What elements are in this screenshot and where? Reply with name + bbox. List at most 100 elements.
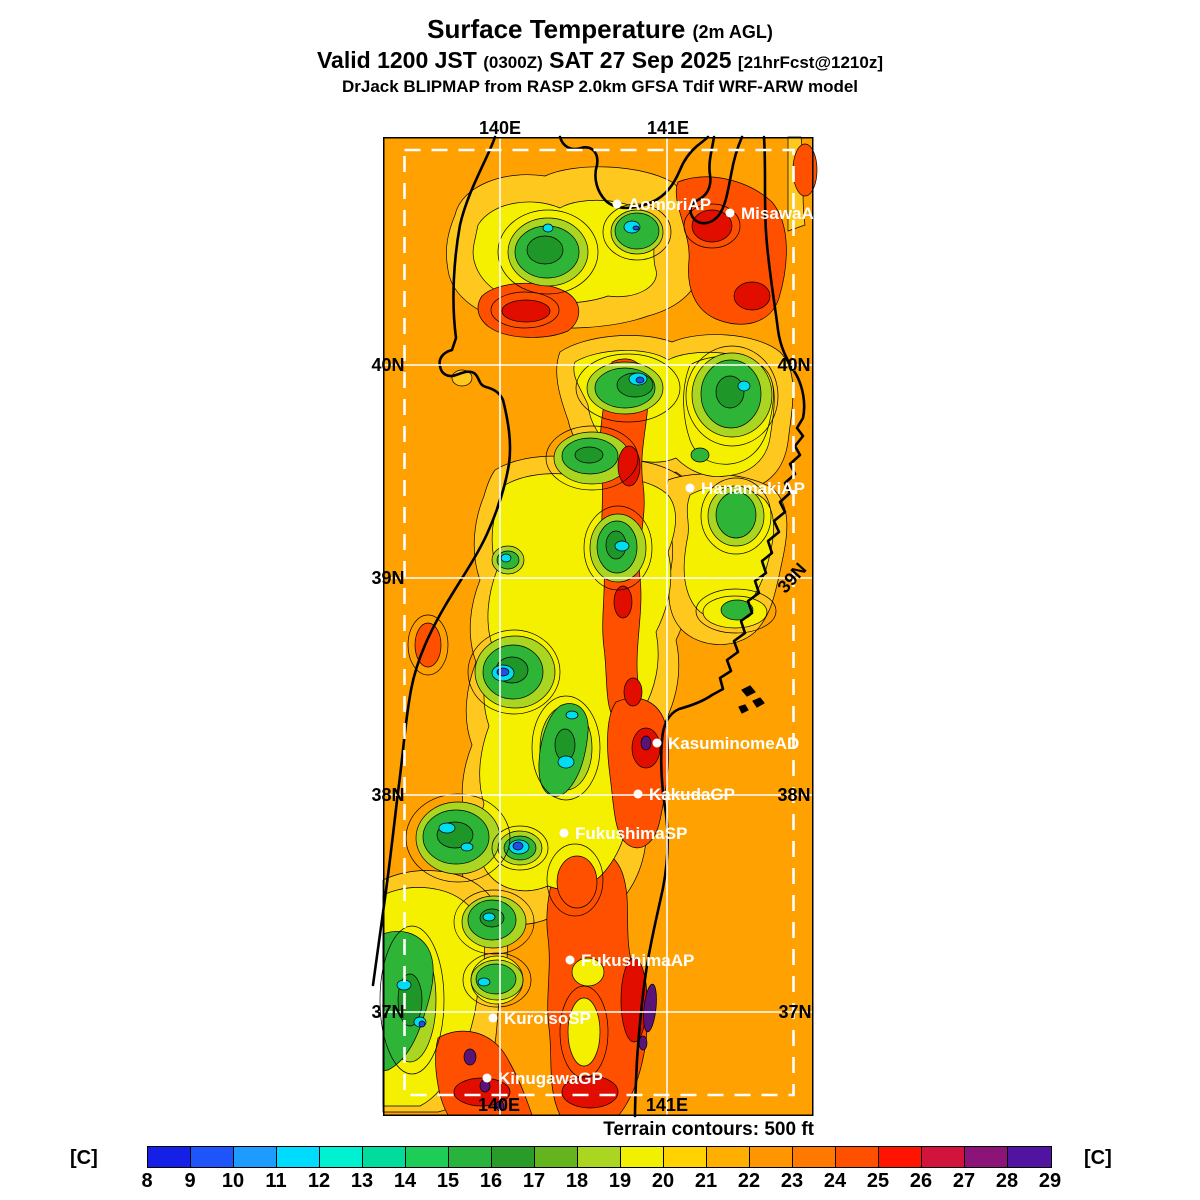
lon-label-top-140e: 140E: [479, 118, 521, 138]
station-label: KasuminomeAD: [668, 734, 799, 753]
colorbar-box: [234, 1147, 277, 1167]
lat-label-right-38n: 38N: [777, 785, 810, 805]
colorbar-tick-label: 25: [866, 1170, 890, 1192]
header: Surface Temperature (2m AGL) Valid 1200 …: [0, 14, 1200, 97]
title-annotation: (2m AGL): [692, 22, 773, 42]
station-aomoriap: AomoriAP: [612, 195, 711, 214]
colorbar-box: [750, 1147, 793, 1167]
colorbar-tick-label: 16: [479, 1170, 503, 1192]
station-fukushimaap: FukushimaAP: [565, 951, 694, 970]
colorbar-box: [1008, 1147, 1051, 1167]
colorbar-box: [449, 1147, 492, 1167]
station-label: HanamakiAP: [701, 479, 805, 498]
colorbar-box: [707, 1147, 750, 1167]
page-title: Surface Temperature (2m AGL): [0, 14, 1200, 47]
forecast-tag: [21hrFcst@1210z]: [737, 53, 884, 72]
lon-label-bottom-140e: 140E: [478, 1095, 520, 1115]
station-dot: [725, 208, 735, 218]
map-svg: 140E 141E 140E 141E 40N 39N 38N 37N 40N …: [371, 118, 826, 1118]
station-label: AomoriAP: [628, 195, 711, 214]
station-kinugawagp: KinugawaGP: [482, 1069, 603, 1088]
colorbar-tick-label: 15: [436, 1170, 460, 1192]
valid-time: Valid 1200 JST: [316, 47, 477, 73]
colorbar-box: [793, 1147, 836, 1167]
lat-label-left-38n: 38N: [371, 785, 404, 805]
lat-label-right-40n: 40N: [777, 355, 810, 375]
colorbar-tick-label: 24: [823, 1170, 847, 1192]
terrain-contours-note: Terrain contours: 500 ft: [603, 1119, 814, 1140]
colorbar-tick-label: 23: [780, 1170, 804, 1192]
colorbar-box: [535, 1147, 578, 1167]
colorbar-box: [148, 1147, 191, 1167]
lat-label-left-39n: 39N: [371, 568, 404, 588]
colorbar-box: [922, 1147, 965, 1167]
colorbar-tick-label: 20: [651, 1170, 675, 1192]
colorbar-tick-label: 10: [221, 1170, 245, 1192]
colorbar-tick-label: 18: [565, 1170, 589, 1192]
station-label: KuroisoSP: [504, 1009, 591, 1028]
station-dot: [565, 955, 575, 965]
station-label: MisawaAD: [741, 204, 826, 223]
station-label: FukushimaAP: [581, 951, 694, 970]
lon-labels: 140E 141E 140E 141E: [478, 118, 689, 1115]
lat-label-right-37n: 37N: [778, 1002, 811, 1022]
colorbar-tick-label: 14: [393, 1170, 417, 1192]
colorbar-tick-label: 13: [350, 1170, 374, 1192]
coastline: [371, 135, 806, 1118]
station-dot: [482, 1073, 492, 1083]
station-label: FukushimaSP: [575, 824, 687, 843]
colorbar-box: [320, 1147, 363, 1167]
colorbar-box: [965, 1147, 1008, 1167]
colorbar-tick-label: 29: [1038, 1170, 1062, 1192]
domain-boundary: [403, 148, 795, 1097]
station-kuroisosp: KuroisoSP: [488, 1009, 591, 1028]
station-label: KakudaGP: [649, 785, 735, 804]
colorbar-tick-label: 17: [522, 1170, 546, 1192]
colorbar-box: [664, 1147, 707, 1167]
lon-label-bottom-141e: 141E: [646, 1095, 688, 1115]
station-dot: [488, 1013, 498, 1023]
colorbar-tick-label: 26: [909, 1170, 933, 1192]
colorbar-units-right: [C]: [1084, 1147, 1112, 1169]
colorbar-box: [492, 1147, 535, 1167]
station-dot: [633, 789, 643, 799]
station-kakudagp: KakudaGP: [633, 785, 735, 804]
contour-rings: [379, 203, 779, 1079]
colorbar-box: [879, 1147, 922, 1167]
colorbar-box: [406, 1147, 449, 1167]
colorbar-box: [578, 1147, 621, 1167]
colorbar-units-left: [C]: [70, 1147, 98, 1169]
station-fukushimasp: FukushimaSP: [559, 824, 687, 843]
station-dot: [685, 483, 695, 493]
map-area: 140E 141E 140E 141E 40N 39N 38N 37N 40N …: [355, 110, 830, 1125]
colorbar-box: [836, 1147, 879, 1167]
colorbar-box: [621, 1147, 664, 1167]
colorbar-tick-label: 9: [184, 1170, 196, 1192]
colorbar-box: [277, 1147, 320, 1167]
lat-label-left-37n: 37N: [371, 1002, 404, 1022]
station-dot: [652, 738, 662, 748]
colorbar-boxes: [147, 1146, 1052, 1168]
station-dot: [559, 828, 569, 838]
colorbar-box: [363, 1147, 406, 1167]
valid-zulu: (0300Z): [483, 53, 543, 72]
station-kasuminomead: KasuminomeAD: [652, 734, 799, 753]
station-dot: [612, 199, 622, 209]
colorbar-tick-label: 22: [737, 1170, 761, 1192]
lat-label-left-40n: 40N: [371, 355, 404, 375]
colorbar-tick-label: 11: [265, 1170, 287, 1192]
colorbar-tick-label: 27: [952, 1170, 976, 1192]
colorbar-tick-label: 8: [141, 1170, 153, 1192]
stations: AomoriAP MisawaAD HanamakiAP KasuminomeA…: [482, 195, 826, 1088]
colorbar-tick-label: 28: [995, 1170, 1019, 1192]
valid-date: SAT 27 Sep 2025: [549, 47, 732, 73]
colorbar-box: [191, 1147, 234, 1167]
station-hanamakiap: HanamakiAP: [685, 479, 805, 498]
lon-label-top-141e: 141E: [647, 118, 689, 138]
colorbar-tick-label: 12: [307, 1170, 331, 1192]
colorbar-ticks: 8 9 10 11 12 13 14 15 16 17 18 19 20 21 22 23 24 25 26 27 28…: [141, 1170, 1061, 1194]
colorbar-tick-label: 19: [608, 1170, 632, 1192]
model-line: DrJack BLIPMAP from RASP 2.0km GFSA Tdif…: [341, 77, 859, 96]
lat-labels: 40N 39N 38N 37N 40N 39N 38N 37N: [371, 355, 811, 1022]
